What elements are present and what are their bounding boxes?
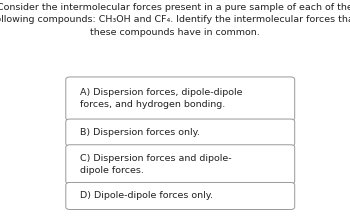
FancyBboxPatch shape [66,145,295,184]
Text: Consider the intermolecular forces present in a pure sample of each of the
follo: Consider the intermolecular forces prese… [0,3,350,37]
FancyBboxPatch shape [66,182,295,209]
Text: D) Dipole-dipole forces only.: D) Dipole-dipole forces only. [80,191,214,201]
Text: B) Dispersion forces only.: B) Dispersion forces only. [80,128,200,137]
FancyBboxPatch shape [66,77,295,120]
Text: A) Dispersion forces, dipole-dipole
forces, and hydrogen bonding.: A) Dispersion forces, dipole-dipole forc… [80,88,243,109]
Text: C) Dispersion forces and dipole-
dipole forces.: C) Dispersion forces and dipole- dipole … [80,154,232,175]
FancyBboxPatch shape [66,119,295,146]
